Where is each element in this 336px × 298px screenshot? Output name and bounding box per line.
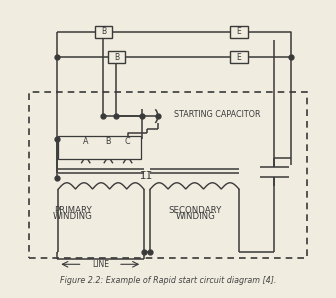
Text: B: B — [101, 27, 106, 36]
Text: WINDING: WINDING — [175, 212, 215, 221]
Text: II: II — [140, 171, 154, 181]
Text: PRIMARY: PRIMARY — [54, 206, 92, 215]
Text: E: E — [237, 27, 241, 36]
Text: SECONDARY: SECONDARY — [169, 206, 222, 215]
Text: LINE: LINE — [92, 260, 109, 269]
Text: B: B — [106, 137, 111, 146]
Text: STARTING CAPACITOR: STARTING CAPACITOR — [174, 110, 260, 119]
Bar — [230, 26, 248, 38]
Bar — [230, 52, 248, 63]
Bar — [108, 52, 125, 63]
Text: E: E — [237, 53, 241, 62]
Text: A: A — [83, 137, 88, 146]
Text: WINDING: WINDING — [53, 212, 93, 221]
Text: C: C — [125, 137, 130, 146]
Bar — [95, 26, 112, 38]
Text: B: B — [114, 53, 119, 62]
Bar — [58, 136, 140, 159]
Text: Figure 2.2: Example of Rapid start circuit diagram [4].: Figure 2.2: Example of Rapid start circu… — [60, 276, 276, 285]
